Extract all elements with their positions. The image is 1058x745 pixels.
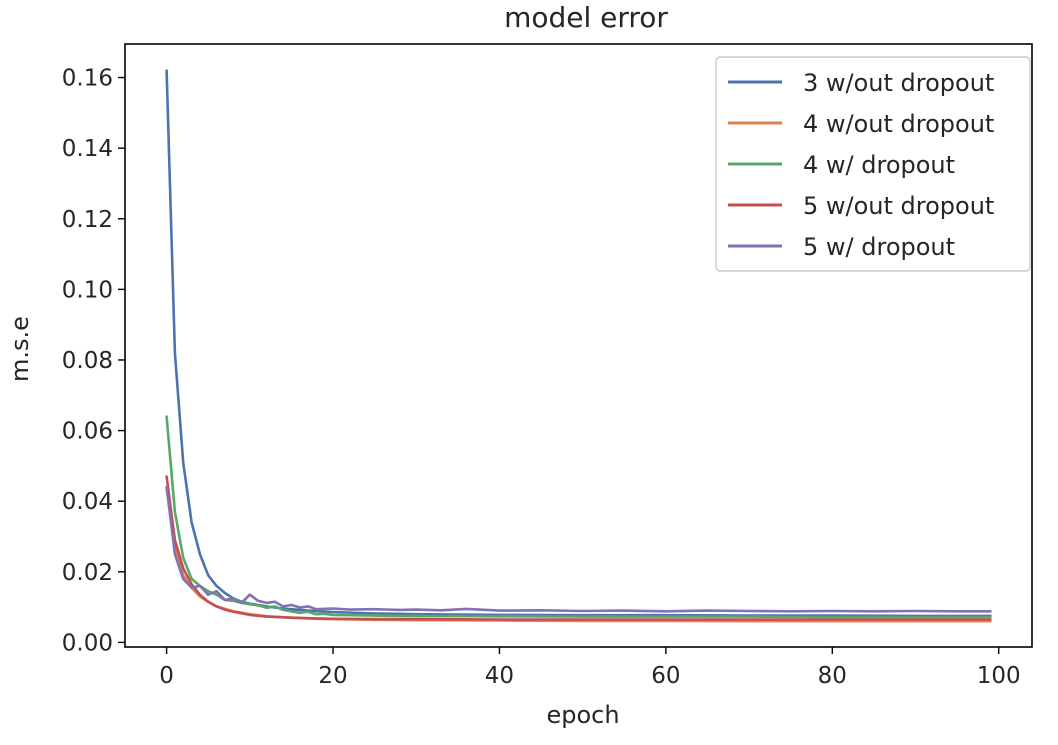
x-tick-label: 80 — [818, 663, 847, 689]
x-tick-label: 60 — [651, 663, 680, 689]
y-tick-label: 0.04 — [62, 489, 113, 515]
y-tick-label: 0.00 — [62, 630, 113, 656]
y-tick-label: 0.02 — [62, 560, 113, 586]
series-line-5-w-dropout — [165, 485, 992, 613]
y-tick-label: 0.14 — [62, 136, 113, 162]
x-tick-label: 40 — [485, 663, 514, 689]
x-axis-title: epoch — [546, 701, 619, 729]
series-line-4-w-dropout — [165, 415, 992, 619]
series-line-5-w-out-dropout — [165, 475, 992, 621]
plot-frame — [124, 43, 1033, 648]
legend: 3 w/out dropout 4 w/out dropout 4 w/ dropo… — [715, 56, 1031, 272]
y-tick-label: 0.12 — [62, 207, 113, 233]
y-tick-label: 0.10 — [62, 277, 113, 303]
legend-box — [715, 56, 1031, 272]
x-tick-label: 100 — [977, 663, 1021, 689]
legend-label: 4 w/ dropout — [803, 151, 955, 179]
y-tick-label: 0.08 — [62, 348, 113, 374]
x-tick-label: 0 — [159, 663, 174, 689]
legend-label: 3 w/out dropout — [803, 69, 994, 97]
series-lines — [165, 69, 992, 623]
legend-label: 5 w/out dropout — [803, 192, 994, 220]
y-tick-label: 0.06 — [62, 419, 113, 445]
x-tick-label: 20 — [318, 663, 347, 689]
legend-label: 5 w/ dropout — [803, 233, 955, 261]
chart-title: model error — [504, 1, 668, 34]
legend-label: 4 w/out dropout — [803, 110, 994, 138]
y-tick-label: 0.16 — [62, 66, 113, 92]
y-axis-title: m.s.e — [6, 316, 34, 382]
axes: 0 20 40 60 80 100 0.00 0.02 0.04 0.06 0.08 0.10 0.12… — [62, 66, 1021, 689]
